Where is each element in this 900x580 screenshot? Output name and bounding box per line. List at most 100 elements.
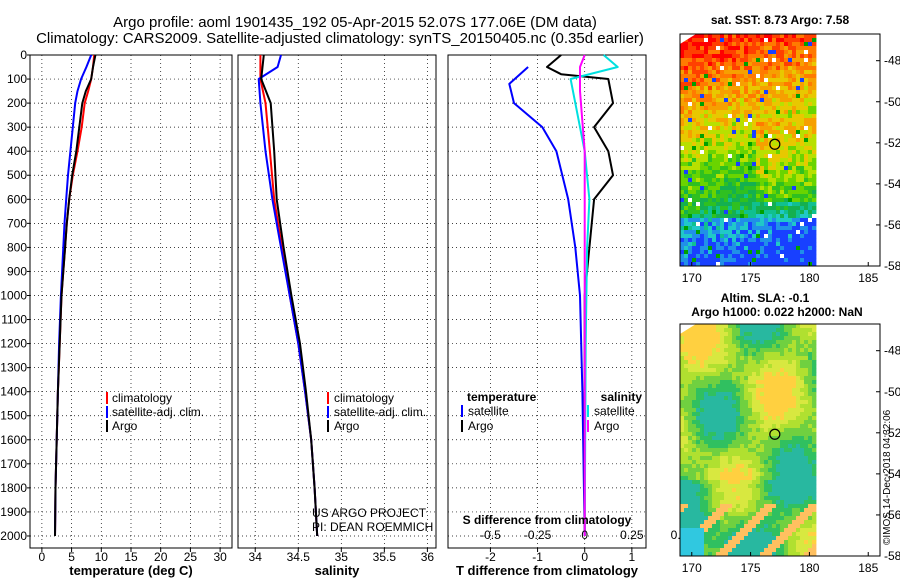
heatmap-cell [684,528,689,533]
heatmap-cell [704,456,709,461]
heatmap-cell [780,392,785,397]
heatmap-cell [804,50,809,55]
heatmap-cell [732,524,737,529]
heatmap-cell [684,548,689,553]
heatmap-cell [736,384,741,389]
heatmap-cell [804,540,809,545]
heatmap-cell [724,404,729,409]
heatmap-cell [732,170,737,175]
heatmap-cell [804,46,809,51]
heatmap-cell [688,364,693,369]
heatmap-cell [812,452,817,457]
heatmap-cell [804,254,809,259]
heatmap-cell [720,468,725,473]
heatmap-cell [800,226,805,231]
heatmap-cell [736,262,741,267]
heatmap-cell [804,78,809,83]
heatmap-cell [784,492,789,497]
heatmap-cell [704,392,709,397]
heatmap-cell [800,360,805,365]
heatmap-cell [736,380,741,385]
heatmap-cell [692,380,697,385]
heatmap-cell [780,356,785,361]
heatmap-cell [720,62,725,67]
heatmap-cell [748,98,753,103]
heatmap-cell [684,94,689,99]
heatmap-cell [696,348,701,353]
heatmap-cell [748,468,753,473]
heatmap-cell [740,178,745,183]
heatmap-cell [760,436,765,441]
heatmap-cell [724,198,729,203]
heatmap-cell [704,444,709,449]
heatmap-cell [724,62,729,67]
heatmap-cell [768,114,773,119]
heatmap-cell [716,162,721,167]
heatmap-cell [716,58,721,63]
heatmap-cell [720,352,725,357]
heatmap-cell [692,516,697,521]
heatmap-cell [744,102,749,107]
heatmap-cell [736,202,741,207]
heatmap-cell [776,262,781,267]
heatmap-cell [796,396,801,401]
heatmap-cell [712,420,717,425]
heatmap-cell [784,336,789,341]
heatmap-cell [804,134,809,139]
heatmap-cell [812,388,817,393]
heatmap-cell [716,480,721,485]
heatmap-cell [752,254,757,259]
heatmap-cell [792,46,797,51]
heatmap-cell [756,222,761,227]
heatmap-cell [744,408,749,413]
heatmap-cell [748,134,753,139]
heatmap-cell [712,552,717,557]
heatmap-cell [744,214,749,219]
heatmap-cell [684,58,689,63]
heatmap-cell [788,340,793,345]
heatmap-cell [772,388,777,393]
heatmap-cell [792,344,797,349]
heatmap-cell [732,528,737,533]
heatmap-cell [800,392,805,397]
heatmap-cell [772,182,777,187]
heatmap-cell [704,368,709,373]
heatmap-cell [744,234,749,239]
heatmap-cell [728,186,733,191]
y-tick-label: 700 [7,216,27,230]
heatmap-cell [808,432,813,437]
heatmap-cell [748,360,753,365]
heatmap-cell [704,90,709,95]
heatmap-cell [740,352,745,357]
heatmap-cell [740,492,745,497]
heatmap-cell [764,344,769,349]
heatmap-cell [776,520,781,525]
heatmap-cell [700,166,705,171]
heatmap-cell [788,82,793,87]
heatmap-cell [724,50,729,55]
heatmap-cell [776,508,781,513]
heatmap-cell [776,340,781,345]
series-line-argo [579,54,586,536]
heatmap-cell [712,480,717,485]
heatmap-cell [764,38,769,43]
heatmap-cell [808,190,813,195]
heatmap-cell [712,492,717,497]
heatmap-cell [696,460,701,465]
heatmap-cell [696,432,701,437]
heatmap-cell [756,376,761,381]
heatmap-cell [808,110,813,115]
heatmap-cell [788,400,793,405]
heatmap-cell [748,364,753,369]
heatmap-cell [692,38,697,43]
heatmap-cell [796,376,801,381]
heatmap-cell [680,174,685,179]
heatmap-cell [804,360,809,365]
heatmap-cell [736,544,741,549]
heatmap-cell [800,62,805,67]
heatmap-cell [692,130,697,135]
heatmap-cell [708,210,713,215]
heatmap-cell [704,226,709,231]
heatmap-cell [792,206,797,211]
heatmap-cell [748,218,753,223]
